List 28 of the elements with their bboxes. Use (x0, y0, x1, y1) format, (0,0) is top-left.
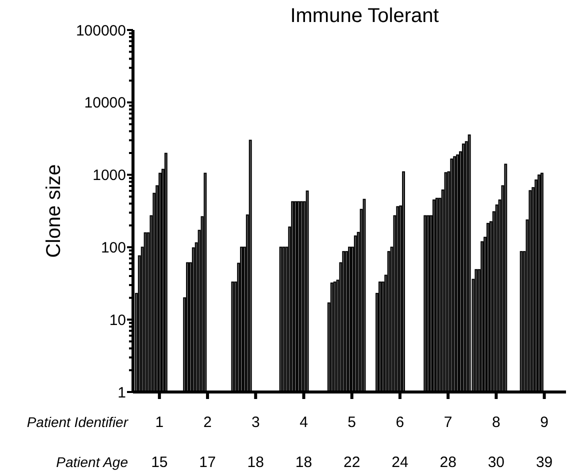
text: 22 (344, 454, 360, 471)
y-tick-label: 10000 (84, 94, 126, 112)
x-tick-label: 3 (251, 414, 260, 431)
x-tick-label: 8 (492, 414, 500, 431)
text: 15 (151, 454, 168, 471)
x-tick-label: 9 (540, 414, 548, 431)
text: 39 (536, 454, 553, 471)
x-tick-label: 6 (396, 414, 404, 431)
x-tick-label: 2 (203, 414, 212, 431)
x-tick-label: 5 (348, 414, 356, 431)
text: 17 (199, 454, 216, 471)
x-tick-label: 4 (300, 414, 308, 431)
y-tick-label: 1 (118, 384, 126, 402)
text: 24 (392, 454, 408, 471)
text: 18 (295, 454, 312, 471)
y-tick-label: 1000 (92, 167, 126, 184)
y-tick-label: 100000 (76, 22, 126, 40)
text: 28 (440, 454, 456, 471)
x-tick-label: 7 (444, 414, 452, 431)
x-axis-title: Patient Identifier (26, 414, 130, 430)
text: 18 (247, 454, 264, 471)
y-axis-title: Clone size (43, 164, 65, 258)
text: Patient Age (56, 454, 128, 470)
text: 30 (488, 454, 505, 471)
y-tick-label: 100 (100, 239, 126, 256)
chart-title: Immune Tolerant (290, 5, 440, 27)
y-tick-label: 10 (109, 312, 126, 329)
x-tick-label: 1 (155, 414, 164, 431)
